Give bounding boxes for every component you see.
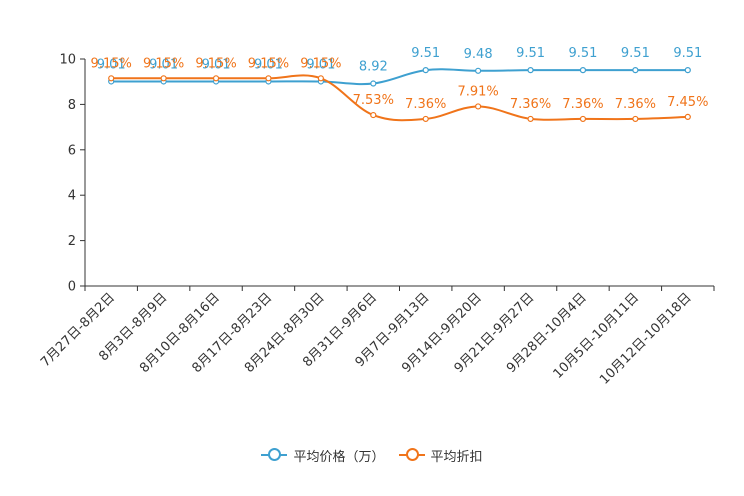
data-point-discount[interactable]	[684, 113, 691, 120]
data-label-discount: 9.15%	[195, 56, 236, 71]
data-point-price[interactable]	[370, 80, 377, 87]
data-label-discount: 9.15%	[300, 56, 341, 71]
data-point-discount[interactable]	[370, 111, 377, 119]
y-tick-label: 10	[59, 53, 76, 68]
data-label-discount: 7.36%	[405, 97, 446, 112]
legend-item-price[interactable]: 平均价格（万）	[261, 446, 385, 465]
y-tick-label: 8	[68, 98, 76, 113]
data-label-price: 9.48	[464, 47, 493, 62]
data-label-price: 9.01	[306, 57, 335, 72]
data-point-discount[interactable]	[632, 115, 639, 123]
data-label-price: 9.01	[97, 57, 126, 72]
x-tick-label: 10月12日-10月18日	[597, 290, 694, 387]
data-point-discount[interactable]	[475, 103, 482, 110]
y-tick-label: 4	[68, 189, 76, 204]
y-tick-label: 2	[68, 234, 76, 249]
data-label-discount: 7.36%	[562, 97, 603, 112]
data-point-price[interactable]	[475, 67, 482, 74]
data-point-discount[interactable]	[160, 75, 167, 82]
data-point-discount[interactable]	[422, 115, 429, 123]
data-point-discount[interactable]	[265, 75, 272, 82]
data-point-price[interactable]	[684, 67, 691, 74]
data-label-price: 9.01	[149, 57, 178, 72]
data-point-price[interactable]	[632, 67, 639, 74]
data-label-discount: 7.36%	[510, 97, 551, 112]
series-line-price	[111, 68, 688, 86]
data-label-discount: 7.45%	[667, 95, 708, 110]
data-label-discount: 9.15%	[143, 56, 184, 71]
data-point-price[interactable]	[579, 67, 587, 74]
data-point-discount[interactable]	[317, 75, 324, 82]
legend-discount-marker-icon	[398, 448, 425, 461]
data-point-discount[interactable]	[108, 75, 115, 82]
data-point-price[interactable]	[422, 67, 429, 74]
data-label-discount: 7.53%	[353, 93, 394, 108]
legend-discount-label: 平均折扣	[430, 449, 483, 465]
data-point-discount[interactable]	[212, 75, 220, 82]
data-label-price: 9.51	[621, 46, 650, 61]
data-label-discount: 9.15%	[91, 56, 132, 71]
line-chart: 02468107月27日-8月2日8月3日-8月9日8月10日-8月16日8月1…	[38, 46, 715, 388]
data-label-price: 9.51	[673, 46, 702, 61]
data-label-price: 9.51	[516, 46, 545, 61]
legend-price-marker-icon	[261, 448, 288, 461]
y-tick-label: 6	[68, 143, 76, 158]
legend: 平均价格（万） 平均折扣	[0, 444, 744, 466]
data-label-price: 9.51	[568, 46, 597, 61]
data-label-price: 9.51	[411, 46, 440, 61]
data-label-discount: 7.36%	[615, 97, 656, 112]
data-point-discount[interactable]	[527, 115, 534, 123]
legend-item-discount[interactable]: 平均折扣	[398, 446, 483, 465]
data-point-price[interactable]	[527, 67, 534, 74]
data-label-price: 9.01	[202, 57, 231, 72]
data-label-price: 9.01	[254, 57, 283, 72]
data-label-discount: 9.15%	[248, 56, 289, 71]
data-label-discount: 7.91%	[457, 84, 498, 99]
y-tick-label: 0	[68, 280, 76, 295]
data-point-discount[interactable]	[579, 115, 587, 123]
legend-price-label: 平均价格（万）	[293, 449, 385, 465]
series-line-discount	[111, 74, 688, 122]
data-label-price: 8.92	[359, 60, 388, 75]
